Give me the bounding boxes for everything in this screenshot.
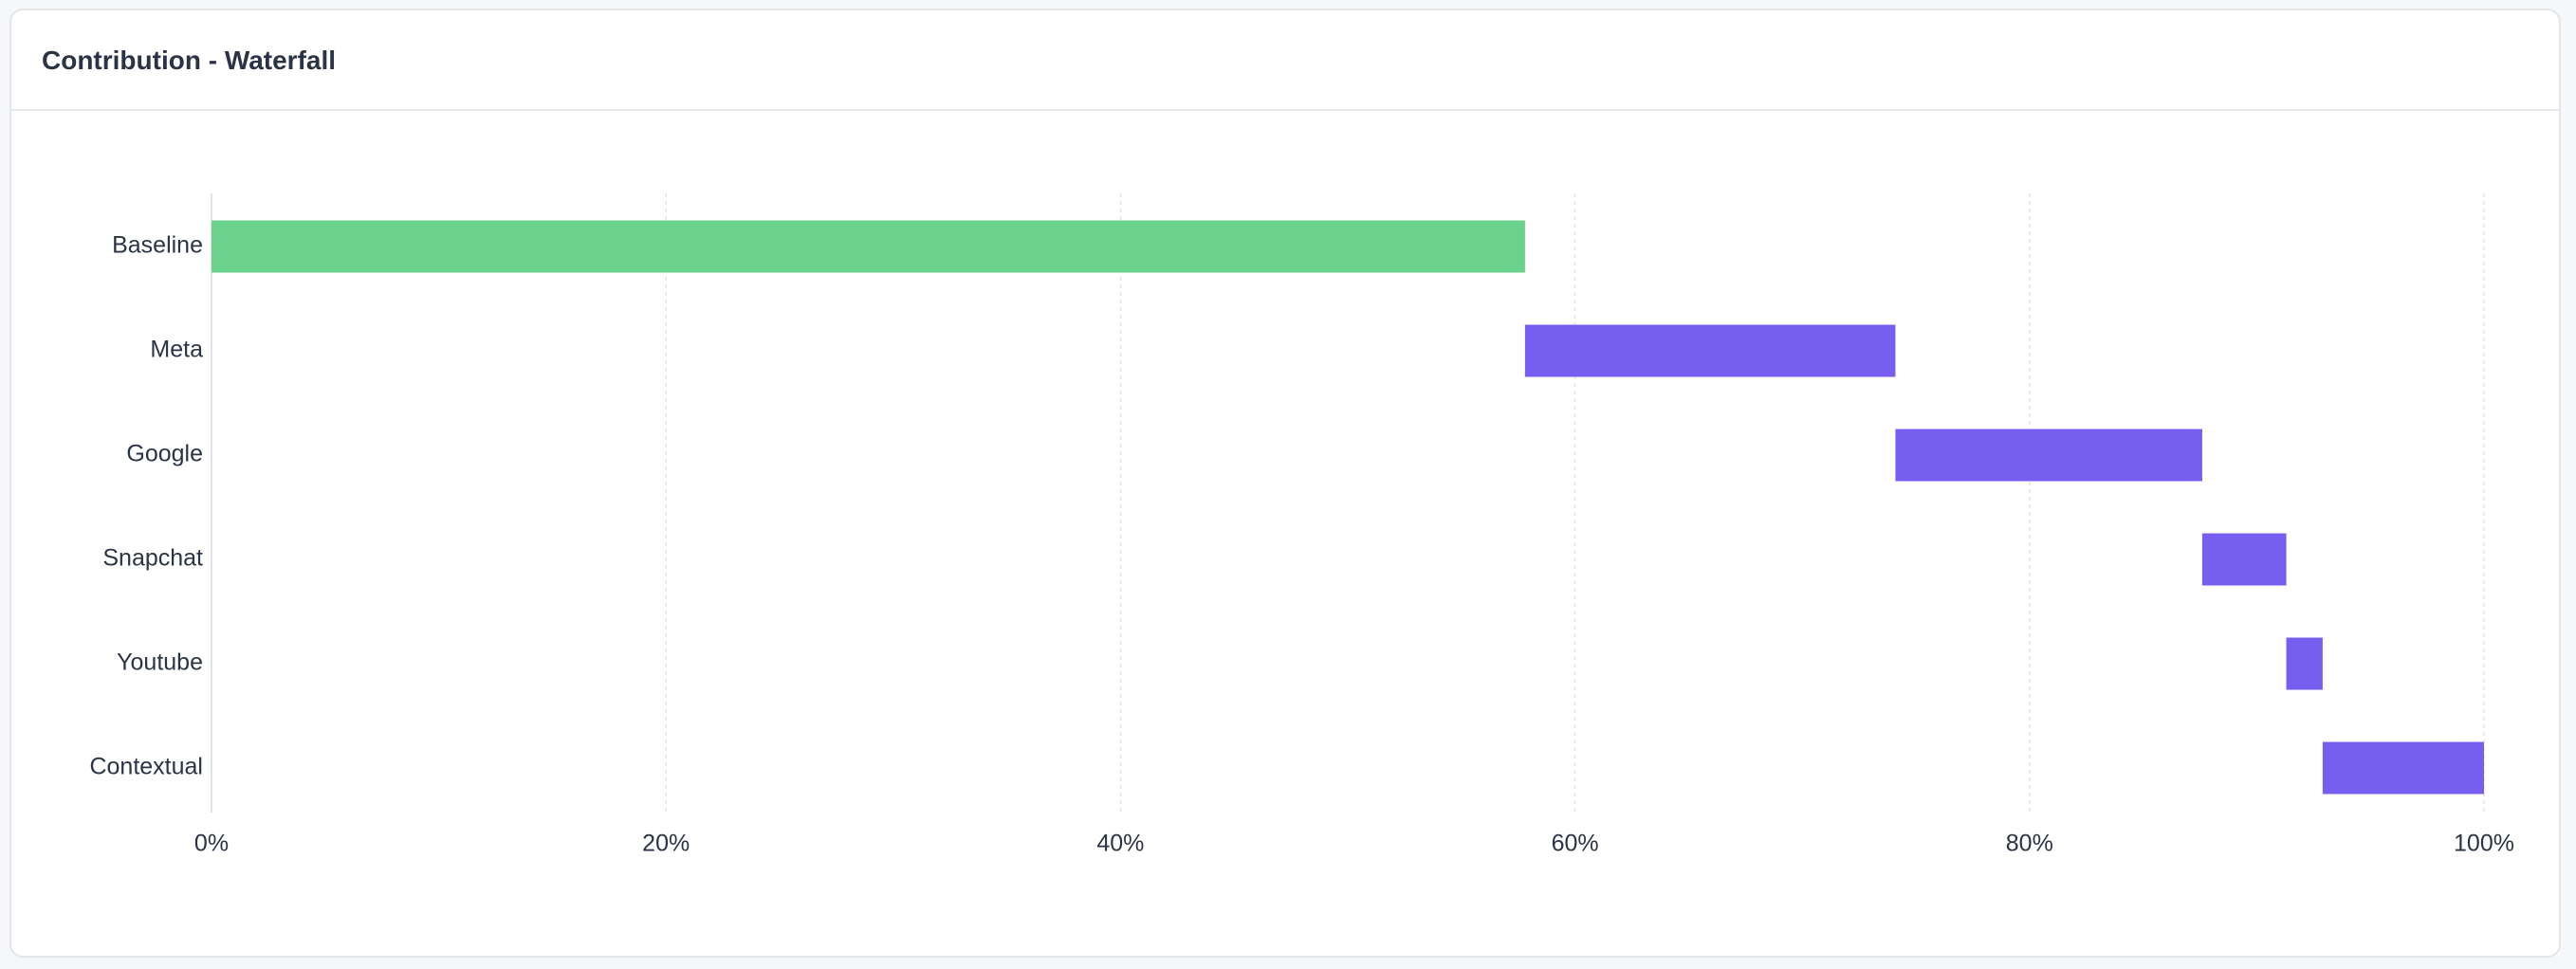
bar-contextual: [2322, 741, 2484, 795]
x-tick-label: 40%: [1096, 831, 1144, 857]
y-tick-label: Snapchat: [102, 545, 203, 572]
grid-lines: [665, 193, 2485, 813]
x-tick-label: 100%: [2454, 831, 2514, 857]
chart-title: Contribution - Waterfall: [42, 46, 337, 75]
bar-google: [1895, 429, 2202, 482]
x-tick-label: 60%: [1552, 831, 1599, 857]
y-tick-label: Google: [126, 441, 203, 467]
x-tick-label: 20%: [642, 831, 690, 857]
y-tick-label: Youtube: [117, 649, 203, 676]
y-tick-label: Contextual: [89, 754, 203, 780]
y-tick-label: Meta: [150, 337, 203, 363]
card-header: Contribution - Waterfall: [11, 10, 2559, 111]
y-tick-label: Baseline: [112, 232, 203, 259]
chart-area: Baseline Meta Google Snapchat Youtube Context…: [11, 111, 2559, 956]
x-tick-label: 80%: [2006, 831, 2053, 857]
x-tick-label: 0%: [194, 831, 229, 857]
chart-card: Contribution - Waterfall Baseline Meta Goo…: [9, 9, 2561, 958]
bars: [212, 220, 2484, 795]
waterfall-chart: Baseline Meta Google Snapchat Youtube Context…: [89, 193, 2514, 857]
y-axis-labels: Baseline Meta Google Snapchat Youtube Context…: [89, 232, 203, 780]
x-axis-labels: 0% 20% 40% 60% 80% 100%: [194, 831, 2514, 857]
bar-youtube: [2286, 637, 2323, 690]
bar-meta: [1524, 324, 1896, 377]
bar-snapchat: [2201, 533, 2287, 586]
bar-baseline: [212, 220, 1525, 273]
